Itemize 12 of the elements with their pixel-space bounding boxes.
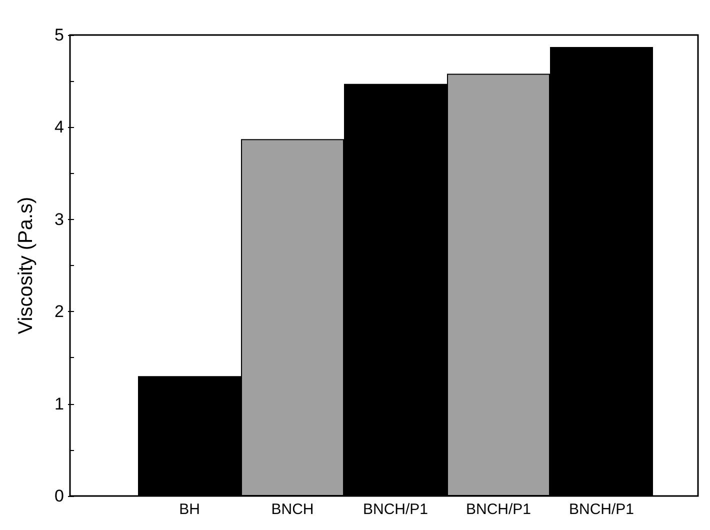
y-tick-label: 2 — [54, 302, 64, 322]
y-tick-label: 0 — [54, 486, 64, 506]
y-tick-label: 3 — [54, 210, 64, 229]
y-tick-label: 5 — [54, 26, 64, 44]
y-tick-label: 1 — [54, 394, 64, 414]
x-tick-label: BNCH/P1 — [568, 501, 634, 518]
x-tick-label: BNCH — [271, 501, 314, 518]
x-tick-label: BNCH/P1 — [362, 501, 428, 518]
y-axis-title: Viscosity (Pa.s) — [15, 196, 37, 334]
x-tick-label: BH — [179, 501, 200, 518]
x-tick-label: BNCH/P1 — [466, 501, 532, 518]
y-tick-label: 4 — [54, 118, 64, 137]
